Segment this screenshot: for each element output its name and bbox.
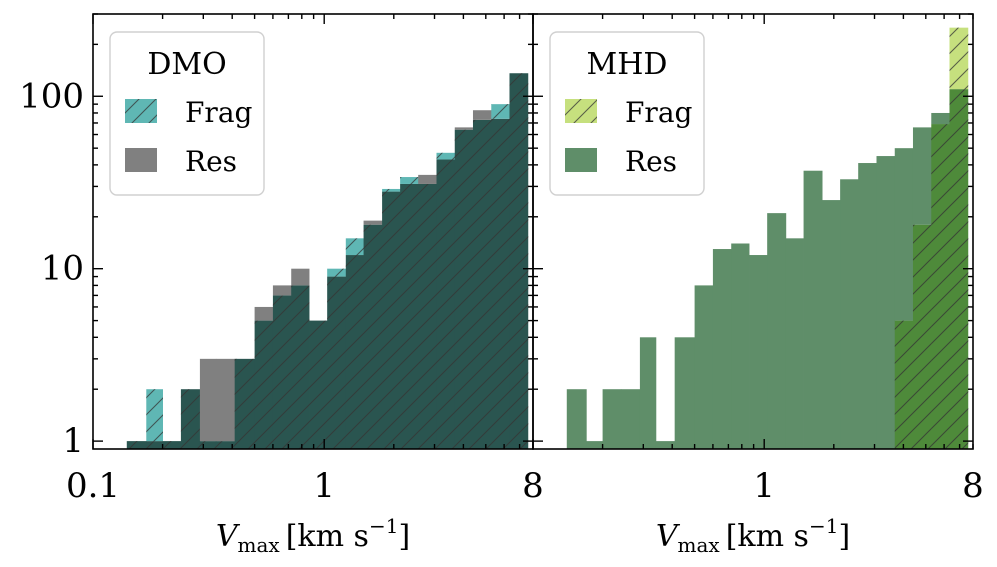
mhd-legend-frag-hatch (565, 99, 597, 123)
dmo-xlabel: Vmax [km s−1] (216, 514, 410, 557)
mhd-res-bar (731, 243, 750, 449)
mhd-res-bar (803, 170, 823, 449)
mhd-res-bar (912, 127, 932, 225)
dmo-legend-frag-hatch (125, 99, 157, 123)
mhd-legend-frag-label: Frag (625, 96, 693, 129)
mhd-overlap-bar-hatch (931, 124, 950, 449)
dmo-res-bar (418, 174, 437, 184)
mhd-res-bar (639, 337, 657, 449)
dmo-res-bar (272, 285, 292, 296)
dmo-overlap-bar-hatch (199, 441, 217, 449)
dmo-overlap-bar-hatch (146, 441, 163, 449)
dmo-legend-frag-label: Frag (185, 96, 253, 129)
dmo-overlap-bar-hatch (345, 255, 364, 449)
dmo-res-bar (363, 220, 383, 225)
mhd-res-bar (822, 200, 841, 449)
mhd-xlabel: Vmax [km s−1] (656, 514, 850, 557)
dmo-overlap-bar-hatch (418, 183, 437, 449)
dmo-panel: 0.1 1 8 1 10 100 DMO Frag Res Vmax [km s−1] (19, 13, 544, 557)
dmo-overlap-bar-hatch (472, 119, 492, 449)
mhd-res-bar (749, 255, 768, 449)
dmo-res-bar (199, 358, 217, 442)
mhd-frag-bar-hatch (949, 27, 969, 90)
dmo-x-tick-label: 0.1 (66, 466, 120, 506)
mhd-res-bar (602, 389, 622, 449)
dmo-res-bar (454, 127, 474, 130)
dmo-overlap-bar-hatch (436, 159, 456, 449)
mhd-res-bar (840, 179, 859, 449)
dmo-overlap-bar-hatch (454, 129, 474, 449)
mhd-res-bar (694, 285, 714, 449)
mhd-res-bar (876, 156, 896, 449)
dmo-res-bar (291, 268, 310, 286)
dmo-overlap-bar-hatch (180, 389, 201, 449)
dmo-frag-bar-hatch (146, 389, 163, 442)
dmo-frag-bar-hatch (400, 177, 419, 184)
mhd-panel: 1 8 MHD Frag Res Vmax [km s−1] (532, 13, 984, 557)
dmo-frag-bar-hatch (436, 152, 456, 160)
mhd-legend-res-label: Res (625, 145, 677, 178)
mhd-res-bar (767, 213, 787, 449)
dmo-res-bar (472, 110, 492, 120)
mhd-overlap-bar-hatch (912, 224, 932, 449)
mhd-panel-frame (532, 13, 974, 450)
dmo-overlap-bar-hatch (382, 191, 401, 449)
dmo-y-tick-label: 1 (62, 421, 84, 461)
dmo-legend-res-swatch (125, 148, 157, 172)
mhd-legend-title: MHD (587, 47, 668, 82)
dmo-overlap-bar-hatch (215, 441, 236, 449)
dmo-overlap-bar-hatch (309, 320, 328, 449)
mhd-overlap-bar-hatch (894, 320, 914, 449)
dmo-overlap-bar-hatch (400, 183, 419, 449)
dmo-x-tick-label: 8 (522, 466, 544, 506)
mhd-res-bar (931, 112, 950, 125)
mhd-res-bar (620, 389, 641, 449)
mhd-x-tick-label: 1 (753, 466, 775, 506)
mhd-res-bar (785, 238, 804, 449)
dmo-overlap-bar-hatch (272, 295, 292, 449)
mhd-res-bar (655, 441, 676, 449)
mhd-res-bar (674, 337, 696, 449)
dmo-y-tick-label: 100 (19, 76, 84, 116)
mhd-legend: MHD Frag Res (549, 31, 705, 196)
mhd-res-bar (586, 441, 603, 449)
dmo-overlap-bar-hatch (254, 320, 274, 449)
dmo-res-bar (254, 306, 274, 321)
dmo-res-bar (215, 358, 236, 442)
dmo-overlap-bar-hatch (363, 224, 383, 449)
mhd-res-bar (566, 389, 587, 449)
dmo-overlap-bar-hatch (162, 441, 182, 449)
dmo-overlap-bar-hatch (509, 73, 529, 449)
dmo-overlap-bar-hatch (126, 441, 147, 449)
dmo-frag-bar-hatch (327, 268, 347, 277)
mhd-res-bar (712, 249, 732, 449)
mhd-overlap-bar-hatch (949, 89, 969, 449)
dmo-x-tick-label: 1 (313, 466, 335, 506)
mhd-res-bar (858, 163, 877, 449)
dmo-y-tick-label: 10 (41, 249, 84, 289)
dmo-frag-bar-hatch (491, 104, 510, 119)
dmo-frag-bar-hatch (382, 188, 401, 192)
dmo-overlap-bar-hatch (234, 358, 256, 449)
dmo-legend-res-label: Res (185, 145, 237, 178)
dmo-overlap-bar-hatch (491, 118, 510, 449)
dmo-legend: DMO Frag Res (109, 31, 265, 196)
mhd-x-tick-label: 8 (962, 466, 984, 506)
dmo-frag-bar-hatch (345, 238, 364, 256)
dmo-overlap-bar-hatch (291, 285, 310, 449)
dmo-legend-title: DMO (147, 47, 226, 82)
mhd-legend-res-swatch (565, 148, 597, 172)
dmo-overlap-bar-hatch (327, 276, 347, 449)
mhd-res-bar (894, 148, 914, 321)
